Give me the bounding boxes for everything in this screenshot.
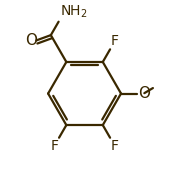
Text: O: O	[138, 86, 150, 101]
Text: NH$_2$: NH$_2$	[60, 3, 87, 20]
Text: F: F	[111, 34, 119, 48]
Text: F: F	[50, 139, 58, 153]
Text: F: F	[111, 139, 119, 153]
Text: O: O	[25, 33, 37, 48]
